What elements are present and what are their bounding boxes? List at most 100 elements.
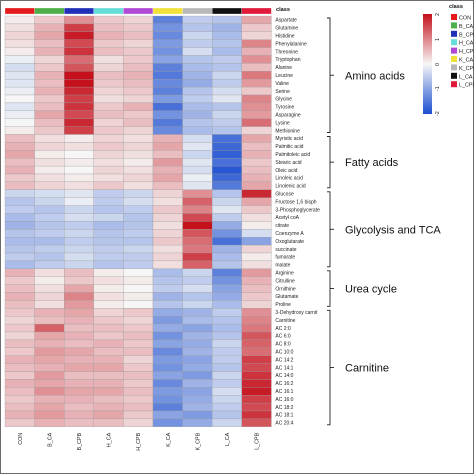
heatmap-cell xyxy=(64,23,94,32)
heatmap-cell xyxy=(212,47,242,56)
heatmap-cell xyxy=(212,181,242,190)
heatmap-cell xyxy=(93,205,124,214)
heatmap-cell xyxy=(34,339,65,348)
heatmap-cell xyxy=(182,410,213,420)
heatmap-cell xyxy=(93,118,124,127)
heatmap-cell xyxy=(93,63,124,72)
heatmap-cell xyxy=(93,308,124,317)
heatmap-cell xyxy=(93,23,124,32)
heatmap-cell xyxy=(152,15,183,25)
heatmap-cell xyxy=(123,197,154,206)
heatmap-cell xyxy=(64,395,94,404)
heatmap-cell xyxy=(64,387,94,396)
legend-swatch-H_CPB xyxy=(451,47,457,54)
column-label: CON xyxy=(18,433,24,445)
heatmap-cell xyxy=(34,23,65,32)
heatmap-cell xyxy=(4,197,35,206)
heatmap-cell xyxy=(241,308,272,317)
heatmap-cell xyxy=(241,55,272,64)
heatmap-cell xyxy=(123,86,154,96)
heatmap-cell xyxy=(64,284,94,293)
heatmap-cell xyxy=(123,284,154,293)
heatmap-cell xyxy=(152,379,183,388)
heatmap-cell xyxy=(4,363,35,372)
column-label: H_CA xyxy=(107,432,113,447)
heatmap-cell xyxy=(212,276,242,285)
heatmap-cell xyxy=(212,260,242,269)
group-label: Amino acids xyxy=(345,70,405,82)
heatmap-cell xyxy=(212,252,242,262)
row-label: Stearic acid xyxy=(275,160,301,166)
heatmap-cell xyxy=(182,300,213,309)
heatmap-cell xyxy=(93,31,124,40)
heatmap-cell xyxy=(152,371,183,380)
heatmap-cell xyxy=(4,79,35,88)
heatmap-cell xyxy=(4,371,35,380)
row-label: succinate xyxy=(275,247,296,253)
heatmap-cell xyxy=(182,371,213,380)
legend-label: B_CA xyxy=(459,24,473,30)
heatmap-cell xyxy=(123,142,154,151)
heatmap-cell xyxy=(34,387,65,396)
heatmap-cell xyxy=(123,410,154,420)
heatmap-cell xyxy=(212,150,242,159)
heatmap-cell xyxy=(34,79,65,88)
heatmap-cell xyxy=(212,300,242,309)
column-label: H_CPB xyxy=(136,432,142,450)
legend-title: class xyxy=(449,4,463,10)
row-label: Serine xyxy=(275,89,290,95)
heatmap-cell xyxy=(241,331,272,341)
legend-label: K_CA xyxy=(459,58,473,64)
group-bracket xyxy=(327,17,331,133)
heatmap-cell xyxy=(34,221,65,230)
heatmap-cell xyxy=(93,126,124,135)
heatmap-cell xyxy=(152,395,183,404)
heatmap-cell xyxy=(123,339,154,348)
heatmap-cell xyxy=(93,276,124,285)
row-label: AC 10:0 xyxy=(275,349,293,355)
legend-label: H_CA xyxy=(459,41,474,47)
heatmap-cell xyxy=(212,165,242,175)
annotation-cell-L_CPB xyxy=(241,7,272,15)
column-label: L_CA xyxy=(225,432,231,446)
heatmap-cell xyxy=(182,23,213,32)
heatmap-cell xyxy=(4,71,35,80)
heatmap-cell xyxy=(212,237,242,246)
heatmap-cell xyxy=(182,150,213,159)
heatmap-cell xyxy=(34,395,65,404)
group-bracket xyxy=(327,191,331,268)
column-label: B_CPB xyxy=(77,432,83,450)
heatmap-cell xyxy=(212,268,242,277)
heatmap-cell xyxy=(182,363,213,372)
heatmap-cell xyxy=(241,284,272,293)
heatmap-cell xyxy=(152,118,183,127)
class-annotation-bar xyxy=(4,7,272,15)
heatmap-cell xyxy=(182,102,213,111)
heatmap-cell xyxy=(182,395,213,404)
heatmap-cell xyxy=(152,300,183,309)
heatmap-cell xyxy=(93,150,124,159)
heatmap-cell xyxy=(182,189,213,198)
heatmap-cell xyxy=(152,71,183,80)
heatmap-cell xyxy=(64,331,94,341)
annotation-cell-K_CPB xyxy=(182,7,213,15)
heatmap-cell xyxy=(152,110,183,119)
group-bracket xyxy=(327,309,331,426)
heatmap-cell xyxy=(64,47,94,56)
legend-swatch-CON xyxy=(451,14,457,20)
row-label: Tyrosine xyxy=(275,105,294,111)
heatmap-cell xyxy=(152,292,183,301)
group-label: Glycolysis and TCA xyxy=(345,224,441,236)
heatmap-cell xyxy=(212,39,242,48)
heatmap-cell xyxy=(34,39,65,48)
heatmap-cell xyxy=(152,134,183,143)
heatmap-cell xyxy=(123,300,154,309)
heatmap-cell xyxy=(34,94,65,104)
heatmap-cell xyxy=(182,71,213,80)
row-label: AC 14:1 xyxy=(275,365,293,371)
heatmap-cell xyxy=(64,221,94,230)
heatmap-cell xyxy=(182,63,213,72)
heatmap-cell xyxy=(241,418,272,427)
heatmap-cell xyxy=(182,94,213,104)
